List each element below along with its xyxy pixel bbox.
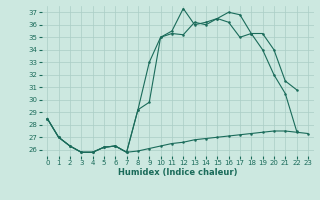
X-axis label: Humidex (Indice chaleur): Humidex (Indice chaleur) <box>118 168 237 177</box>
